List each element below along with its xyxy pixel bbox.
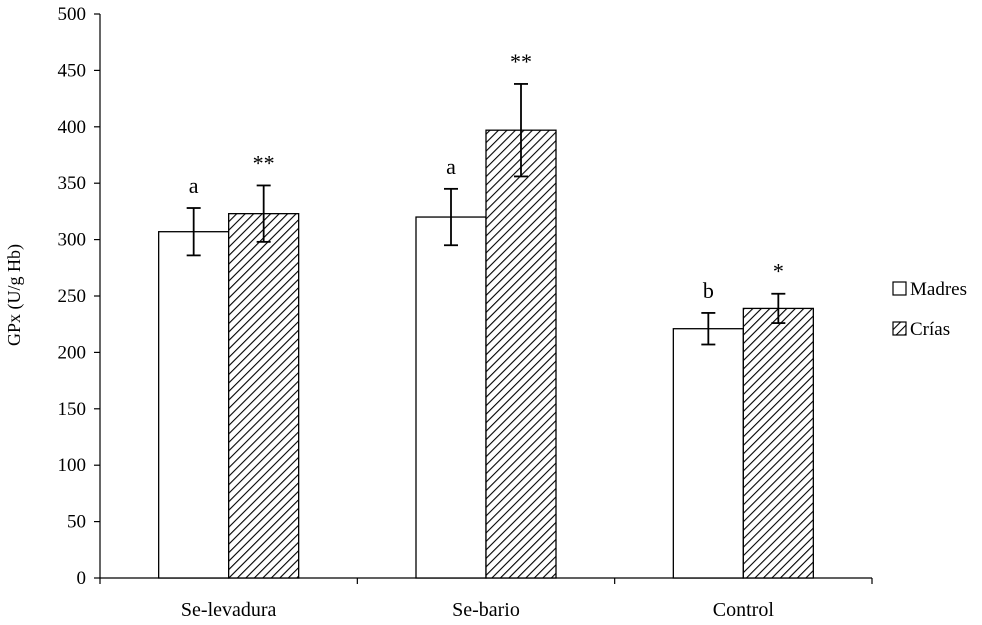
y-tick-label: 300 bbox=[58, 230, 87, 251]
bar-madres-0 bbox=[158, 231, 230, 579]
legend-swatch-madres bbox=[892, 281, 907, 296]
y-tick-label: 400 bbox=[58, 117, 87, 138]
bar-crías-0 bbox=[228, 213, 300, 579]
significance-label: ** bbox=[253, 150, 275, 175]
x-tick-label: Se-levadura bbox=[181, 599, 277, 621]
y-tick-label: 100 bbox=[58, 455, 87, 476]
y-tick-label: 150 bbox=[58, 399, 87, 420]
y-tick-label: 500 bbox=[58, 4, 87, 25]
bar-madres-1 bbox=[415, 216, 487, 579]
bar-crías-1 bbox=[485, 129, 557, 579]
y-tick-label: 250 bbox=[58, 286, 87, 307]
significance-label: ** bbox=[510, 49, 532, 74]
y-tick-label: 0 bbox=[77, 568, 87, 589]
significance-label: a bbox=[446, 154, 456, 179]
significance-label: * bbox=[773, 259, 784, 284]
significance-label: b bbox=[703, 278, 714, 303]
legend-label: Crías bbox=[910, 319, 950, 340]
y-tick-label: 450 bbox=[58, 60, 87, 81]
annotations: a ** a ** b * bbox=[189, 49, 784, 303]
legend: Madres Crías bbox=[892, 279, 967, 340]
y-tick-label: 50 bbox=[67, 512, 86, 533]
significance-label: a bbox=[189, 173, 199, 198]
legend-label: Madres bbox=[910, 279, 967, 300]
y-tick-label: 200 bbox=[58, 342, 87, 363]
axes: 0 50 100 150 200 250 300 350 400 450 500 Se-levadur… bbox=[58, 4, 873, 621]
x-tick-label: Control bbox=[713, 599, 775, 621]
y-axis-title: GPx (U/g Hb) bbox=[4, 244, 25, 346]
legend-swatch-crías bbox=[892, 321, 907, 336]
y-tick-label: 350 bbox=[58, 173, 87, 194]
x-tick-label: Se-bario bbox=[452, 599, 520, 621]
bar-crías-2 bbox=[742, 307, 814, 579]
bars bbox=[158, 129, 814, 579]
error-bars bbox=[186, 83, 786, 346]
bar-madres-2 bbox=[672, 328, 744, 579]
